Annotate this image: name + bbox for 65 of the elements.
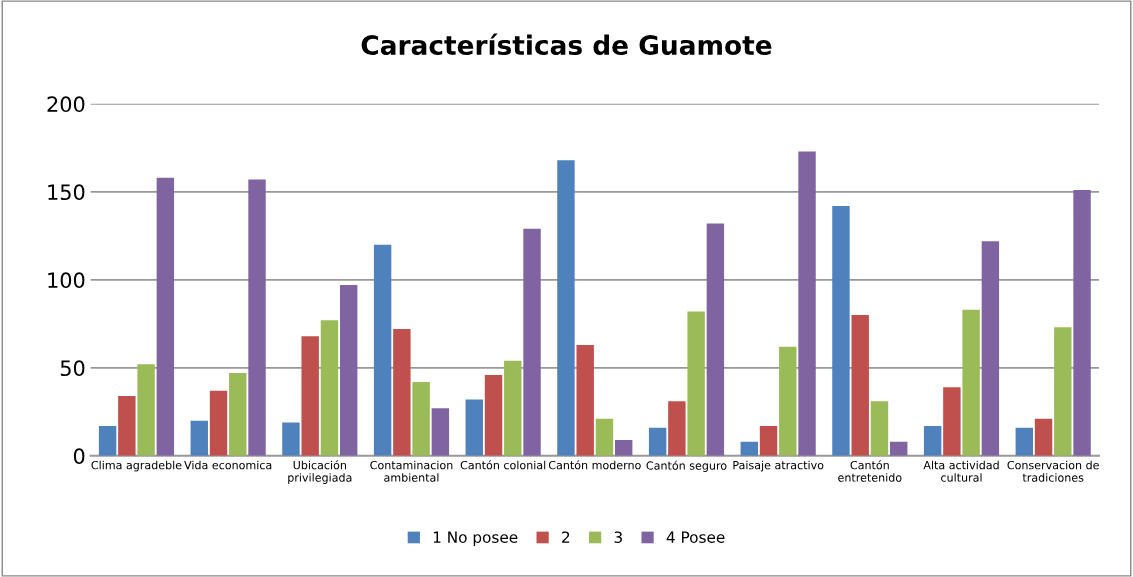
bar [465,399,483,456]
bar [504,360,522,456]
legend-label: 4 Posee [666,531,725,543]
bar [962,309,980,456]
bar [98,425,117,456]
bar [759,425,778,456]
x-tick-label: Alta actividad cultural [923,460,999,482]
bar [118,396,136,456]
x-tick-label: Cantón seguro [646,460,727,472]
bar [557,160,575,456]
bar [393,329,411,456]
bar [576,344,594,456]
x-tick-label: Paisaje atractivo [733,460,824,472]
legend-label: 3 [614,531,622,543]
y-tick-label: 200 [47,96,85,113]
bar [851,315,869,456]
y-tick-label: 100 [48,272,85,289]
x-tick-label: Vida economica [184,460,272,470]
bar [981,241,1000,456]
bar [484,374,503,456]
x-tick-label: Conservacion de tradiciones [1007,460,1099,482]
bar [890,441,908,456]
bar [595,418,614,456]
bar [320,320,339,456]
bar [412,381,430,456]
x-tick-label: Cantón moderno [548,460,641,470]
y-tick-label: 150 [48,184,85,201]
bar [248,179,266,456]
bar [209,390,228,456]
bar [740,441,758,456]
bar [137,364,155,456]
y-tick-label: 0 [73,448,85,465]
bar [1034,418,1053,456]
chart-title: Características de Guamote [361,33,772,56]
bar [870,401,889,456]
bar [523,228,541,456]
bar [614,439,633,456]
y-tick-label: 50 [60,360,85,377]
x-tick-label: Ubicación privilegiada [288,460,352,484]
x-tick-label: Clima agradeble [91,460,182,472]
x-tick-label: Cantón entretenido [838,460,902,482]
bar [1054,327,1072,456]
bar [1015,427,1034,456]
bar [648,427,667,456]
legend-label: 1 No posee [433,531,518,546]
bar [923,425,942,456]
bar [832,205,850,456]
bar [282,422,300,456]
x-tick-label: Contaminacion ambiental [370,460,453,482]
x-tick-label: Cantón colonial [460,460,546,470]
bar [190,420,208,456]
bar [156,177,175,456]
bar [373,244,392,456]
legend-label: 2 [562,531,570,543]
bar [779,346,797,456]
bar [706,223,725,456]
bar [668,401,686,456]
bar [301,336,319,456]
bar [798,151,816,456]
bar [431,408,450,456]
bar [687,311,705,456]
bar [229,373,247,456]
bar [339,285,358,456]
bar [943,387,961,456]
bar [1073,190,1091,456]
